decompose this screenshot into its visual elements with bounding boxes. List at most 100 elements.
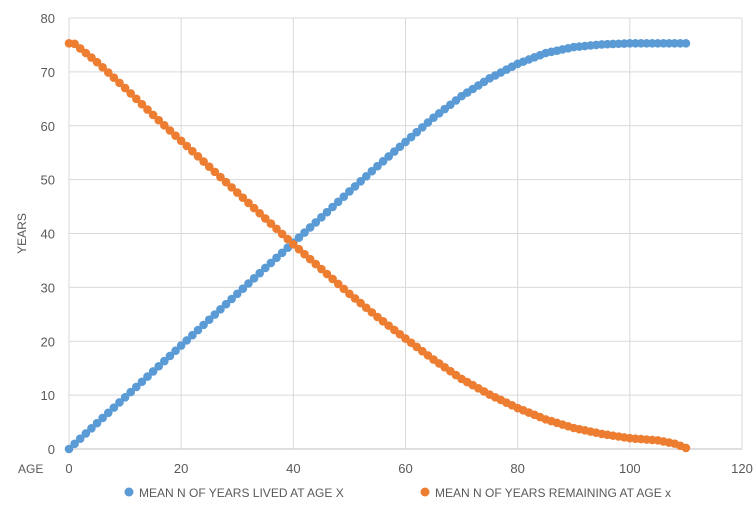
- data-point: [210, 310, 220, 319]
- data-point: [227, 294, 236, 304]
- data-point: [238, 284, 248, 293]
- data-point: [289, 239, 298, 249]
- x-tick-label: 100: [619, 461, 641, 476]
- data-point: [238, 193, 248, 203]
- x-tick-label: 40: [286, 461, 300, 476]
- y-axis-title: YEARS: [15, 213, 29, 254]
- series-2: [64, 39, 691, 453]
- data-point: [64, 444, 74, 454]
- data-point: [115, 78, 124, 88]
- data-point: [143, 372, 152, 381]
- y-tick-label: 70: [41, 65, 55, 80]
- data-point: [182, 336, 192, 345]
- data-point: [98, 413, 107, 423]
- data-point: [137, 377, 147, 387]
- data-point: [244, 198, 253, 208]
- data-point: [204, 162, 214, 171]
- y-tick-label: 60: [41, 119, 55, 134]
- data-point: [277, 229, 287, 239]
- data-point: [378, 157, 388, 166]
- data-point: [277, 248, 287, 258]
- data-point: [681, 443, 691, 453]
- data-point: [272, 224, 281, 234]
- data-point: [339, 192, 349, 201]
- data-point: [305, 223, 315, 232]
- data-point: [137, 99, 147, 109]
- data-point: [311, 259, 321, 269]
- data-point: [260, 263, 270, 273]
- data-point: [87, 424, 96, 433]
- data-point: [260, 214, 270, 223]
- data-point: [126, 89, 135, 98]
- data-point: [255, 208, 264, 218]
- x-tick-label: 20: [174, 461, 188, 476]
- data-point: [188, 146, 197, 156]
- x-tick-label: 120: [731, 461, 753, 476]
- legend-marker: [420, 487, 430, 497]
- tick-labels: 0 10 20 30 40 50 60 70 80 0 20 40 60 80 100 120: [41, 11, 753, 476]
- data-point: [103, 68, 113, 77]
- legend-marker: [124, 487, 134, 497]
- data-point: [154, 115, 164, 125]
- data-point: [81, 429, 91, 438]
- data-point: [244, 279, 253, 288]
- data-point: [412, 127, 422, 137]
- data-point: [70, 439, 79, 449]
- data-point: [221, 299, 231, 309]
- data-point: [317, 264, 326, 274]
- data-point: [171, 131, 180, 140]
- data-point: [199, 320, 208, 330]
- series-points: [64, 39, 691, 454]
- data-point: [322, 269, 332, 279]
- series-1: [64, 39, 691, 454]
- data-point: [204, 315, 214, 325]
- data-point: [300, 228, 309, 237]
- data-point: [345, 187, 354, 196]
- data-point: [255, 268, 264, 278]
- data-point: [126, 387, 135, 397]
- data-point: [92, 57, 102, 67]
- data-point: [109, 73, 119, 82]
- data-point: [120, 83, 130, 93]
- data-point: [339, 284, 349, 294]
- data-point: [328, 274, 337, 284]
- data-point: [401, 137, 410, 147]
- data-point: [148, 367, 158, 376]
- data-point: [322, 207, 332, 217]
- y-tick-label: 40: [41, 227, 55, 242]
- data-point: [171, 346, 180, 356]
- data-point: [176, 136, 186, 146]
- x-tick-label: 80: [510, 461, 524, 476]
- data-point: [418, 123, 427, 132]
- data-point: [367, 166, 377, 176]
- data-point: [193, 152, 203, 161]
- data-point: [232, 289, 242, 299]
- data-point: [98, 63, 107, 72]
- data-point: [160, 356, 169, 366]
- data-point: [216, 172, 225, 182]
- data-point: [120, 392, 130, 402]
- data-point: [350, 182, 360, 191]
- data-point: [681, 39, 691, 48]
- data-point: [92, 418, 102, 428]
- data-point: [283, 234, 293, 244]
- data-point: [103, 408, 113, 418]
- data-point: [311, 218, 321, 227]
- data-point: [361, 171, 371, 181]
- data-point: [384, 152, 393, 161]
- x-tick-label: 60: [398, 461, 412, 476]
- data-point: [75, 434, 85, 443]
- legend-label: MEAN N OF YEARS LIVED AT AGE X: [139, 486, 344, 500]
- data-point: [176, 341, 186, 350]
- data-point: [221, 177, 231, 187]
- data-point: [389, 147, 399, 156]
- data-point: [115, 398, 124, 407]
- data-point: [160, 121, 169, 130]
- legend-label: MEAN N OF YEARS REMAINING AT AGE x: [435, 486, 671, 500]
- y-tick-label: 50: [41, 173, 55, 188]
- y-tick-label: 20: [41, 334, 55, 349]
- data-point: [132, 382, 141, 392]
- data-point: [165, 351, 175, 361]
